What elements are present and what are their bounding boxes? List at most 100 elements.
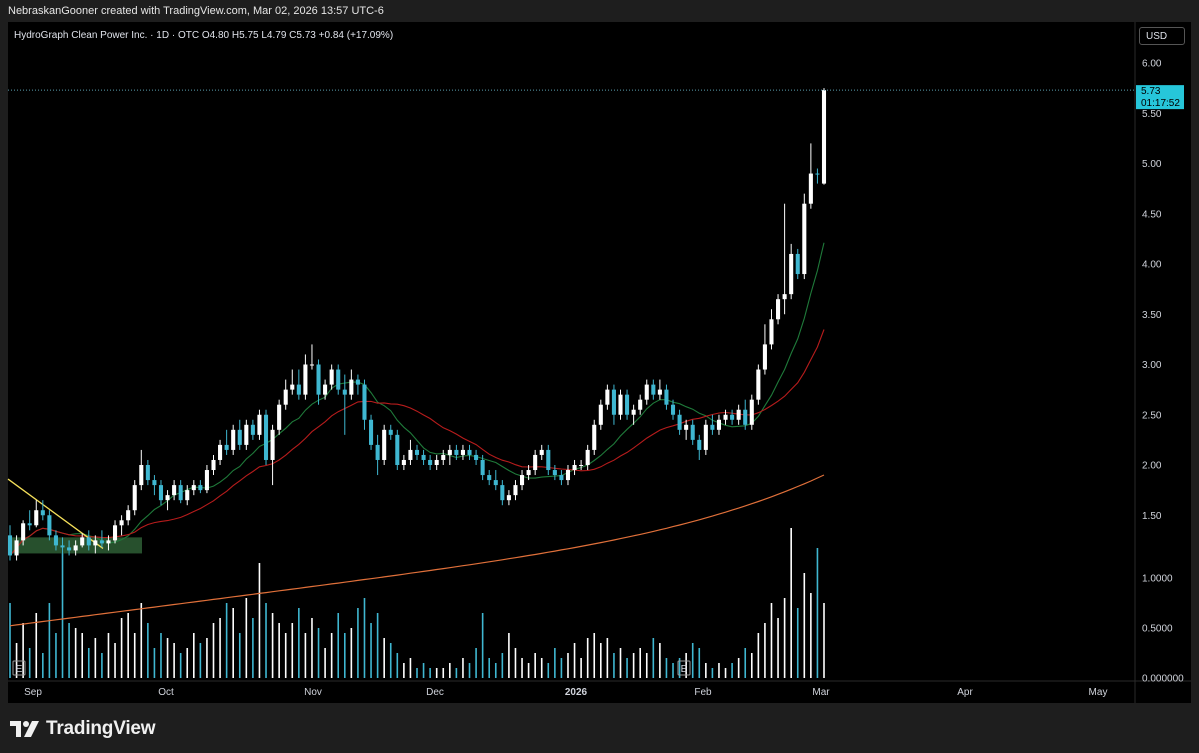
candle-body[interactable] xyxy=(414,449,420,455)
candle-body[interactable] xyxy=(487,475,492,481)
candle-body[interactable] xyxy=(145,465,150,481)
candle-body[interactable] xyxy=(270,429,275,460)
symbol-legend[interactable]: HydroGraph Clean Power Inc. · 1D · OTC O… xyxy=(14,30,393,41)
candle-body[interactable] xyxy=(119,520,124,526)
candle-body[interactable] xyxy=(152,480,157,486)
candle-body[interactable] xyxy=(519,475,525,486)
candle-body[interactable] xyxy=(605,389,610,405)
candle-body[interactable] xyxy=(67,547,72,551)
earnings-marker-box[interactable] xyxy=(677,660,691,676)
candle-body[interactable] xyxy=(644,384,649,400)
candle-body[interactable] xyxy=(808,173,813,204)
candle-body[interactable] xyxy=(204,470,209,491)
candle-body[interactable] xyxy=(316,364,321,395)
candle-body[interactable] xyxy=(303,364,308,395)
descending-trendline[interactable] xyxy=(7,478,104,549)
candle-body[interactable] xyxy=(749,399,754,425)
candle-body[interactable] xyxy=(546,449,551,471)
candle-body[interactable] xyxy=(224,444,229,450)
candle-body[interactable] xyxy=(710,424,715,430)
candle-body[interactable] xyxy=(638,399,643,410)
candle-body[interactable] xyxy=(677,414,682,430)
candle-body[interactable] xyxy=(460,449,465,455)
candle-body[interactable] xyxy=(802,203,807,275)
candle-body[interactable] xyxy=(27,523,32,526)
candle-body[interactable] xyxy=(106,540,111,544)
candle-body[interactable] xyxy=(277,404,282,430)
candle-body[interactable] xyxy=(618,394,623,415)
candle-body[interactable] xyxy=(441,454,446,460)
candle-body[interactable] xyxy=(250,424,255,435)
earnings-marker-box[interactable] xyxy=(12,660,26,676)
chart-frame[interactable] xyxy=(8,22,1191,703)
candle-body[interactable] xyxy=(342,389,347,395)
candle-body[interactable] xyxy=(172,485,177,496)
candle-body[interactable] xyxy=(112,525,118,541)
candle-body[interactable] xyxy=(231,429,236,450)
candle-body[interactable] xyxy=(703,424,708,450)
candle-body[interactable] xyxy=(782,294,787,300)
candle-body[interactable] xyxy=(40,510,45,516)
candle-body[interactable] xyxy=(309,364,315,366)
candle-body[interactable] xyxy=(244,424,249,445)
candle-body[interactable] xyxy=(263,414,269,460)
candle-body[interactable] xyxy=(526,470,531,476)
candle-body[interactable] xyxy=(185,490,190,501)
candle-body[interactable] xyxy=(730,414,735,420)
candle-body[interactable] xyxy=(257,414,262,435)
candle-body[interactable] xyxy=(631,409,636,415)
candle-body[interactable] xyxy=(447,449,452,455)
candle-body[interactable] xyxy=(690,424,695,440)
candle-body[interactable] xyxy=(126,510,131,521)
candle-body[interactable] xyxy=(539,449,544,455)
candle-body[interactable] xyxy=(296,384,301,395)
candle-body[interactable] xyxy=(585,449,590,465)
candle-body[interactable] xyxy=(664,389,669,405)
candle-body[interactable] xyxy=(7,535,13,556)
candle-body[interactable] xyxy=(329,369,334,385)
candle-body[interactable] xyxy=(86,537,91,546)
candle-body[interactable] xyxy=(408,449,413,460)
candle-body[interactable] xyxy=(290,384,295,390)
candle-body[interactable] xyxy=(355,379,360,385)
symbol-name[interactable]: HydroGraph Clean Power Inc. · 1D · OTC xyxy=(14,30,200,41)
candle-body[interactable] xyxy=(283,389,288,405)
candle-body[interactable] xyxy=(132,485,137,511)
candle-body[interactable] xyxy=(60,545,65,548)
candle-body[interactable] xyxy=(14,540,19,556)
candle-body[interactable] xyxy=(815,173,820,175)
candle-body[interactable] xyxy=(506,495,511,501)
candle-body[interactable] xyxy=(428,459,433,465)
candle-body[interactable] xyxy=(552,470,557,476)
candle-body[interactable] xyxy=(165,495,170,501)
candle-body[interactable] xyxy=(21,523,26,541)
candle-body[interactable] xyxy=(388,429,393,435)
candle-body[interactable] xyxy=(382,429,387,460)
candle-body[interactable] xyxy=(73,545,78,551)
candle-body[interactable] xyxy=(736,409,741,420)
candle-body[interactable] xyxy=(716,419,722,430)
candle-body[interactable] xyxy=(789,253,794,295)
candle-body[interactable] xyxy=(625,394,630,415)
candle-body[interactable] xyxy=(93,540,98,546)
candle-body[interactable] xyxy=(795,253,800,275)
candle-body[interactable] xyxy=(500,485,505,501)
candle-body[interactable] xyxy=(513,485,518,496)
candle-body[interactable] xyxy=(323,384,328,395)
candle-body[interactable] xyxy=(723,414,728,420)
candle-body[interactable] xyxy=(237,429,242,445)
candle-body[interactable] xyxy=(572,465,577,471)
candle-body[interactable] xyxy=(211,459,216,471)
candle-body[interactable] xyxy=(769,319,774,345)
candle-body[interactable] xyxy=(198,485,203,491)
candle-body[interactable] xyxy=(158,485,164,501)
candle-body[interactable] xyxy=(99,540,104,544)
candle-body[interactable] xyxy=(611,389,616,415)
candle-body[interactable] xyxy=(598,404,603,425)
candle-body[interactable] xyxy=(454,449,459,455)
candle-body[interactable] xyxy=(218,444,223,460)
candle-body[interactable] xyxy=(139,465,144,486)
candle-body[interactable] xyxy=(762,344,767,370)
candle-body[interactable] xyxy=(467,449,472,455)
